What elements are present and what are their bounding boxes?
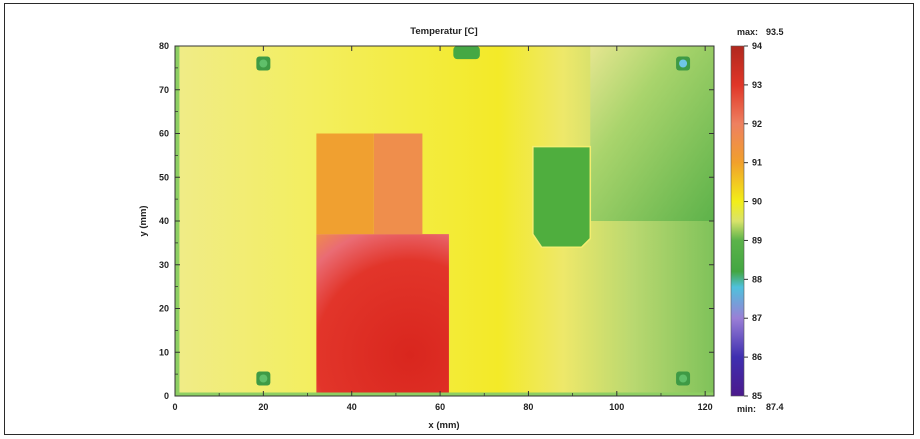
x-tick-label: 0 [172,402,177,412]
x-tick-label: 20 [258,402,268,412]
x-tick-label: 100 [609,402,624,412]
y-tick-label: 0 [164,391,169,401]
colorbar-max-value: 93.5 [766,27,784,37]
colorbar-min-label: min: [737,404,756,414]
y-tick-label: 10 [159,347,169,357]
mount-markers [256,56,691,386]
colorbar-tick-label: 87 [752,313,762,323]
hot-zone-region [316,234,449,396]
colorbar-max-label: max: [737,27,758,37]
y-axis-title: y (mm) [138,205,149,236]
connector-top [453,46,480,60]
colorbar [730,45,745,397]
y-tick-label: 30 [159,260,169,270]
colorbar-tick-label: 91 [752,158,762,168]
colorbar-tick-label: 92 [752,119,762,129]
component-orange-right [373,133,423,235]
plot-area [175,46,714,396]
x-tick-label: 80 [523,402,533,412]
chart-title: Temperatur [C] [410,26,477,37]
colorbar-ticks: 85 86 87 88 89 90 91 92 93 94 [744,41,762,401]
y-tick-label: 40 [159,216,169,226]
y-tick-label: 80 [159,41,169,51]
y-tick-label: 50 [159,172,169,182]
colorbar-tick-label: 90 [752,197,762,207]
cool-zone-upper-right [590,46,714,221]
colorbar-tick-label: 93 [752,80,762,90]
colorbar-tick-label: 88 [752,274,762,284]
y-tick-label: 20 [159,304,169,314]
colorbar-tick-label: 89 [752,235,762,245]
y-tick-label: 70 [159,85,169,95]
mount-top-left-dot [259,59,268,68]
x-tick-label: 120 [698,402,713,412]
colorbar-tick-label: 86 [752,352,762,362]
mount-bottom-left-dot [259,374,268,383]
green-component [532,145,592,248]
axis-ticks: 0 20 40 60 80 100 120 0 10 20 30 40 50 60 70 80 [159,41,714,412]
bottom-edge-strip [175,392,714,396]
y-tick-label: 60 [159,129,169,139]
x-tick-label: 40 [347,402,357,412]
x-axis-title: x (mm) [428,420,459,431]
mount-top-right-dot [679,59,688,68]
mount-bottom-right-dot [679,374,688,383]
colorbar-min-value: 87.4 [766,402,784,412]
x-tick-label: 60 [435,402,445,412]
colorbar-tick-label: 94 [752,41,762,51]
colorbar-tick-label: 85 [752,391,762,401]
component-orange-left [316,133,374,235]
